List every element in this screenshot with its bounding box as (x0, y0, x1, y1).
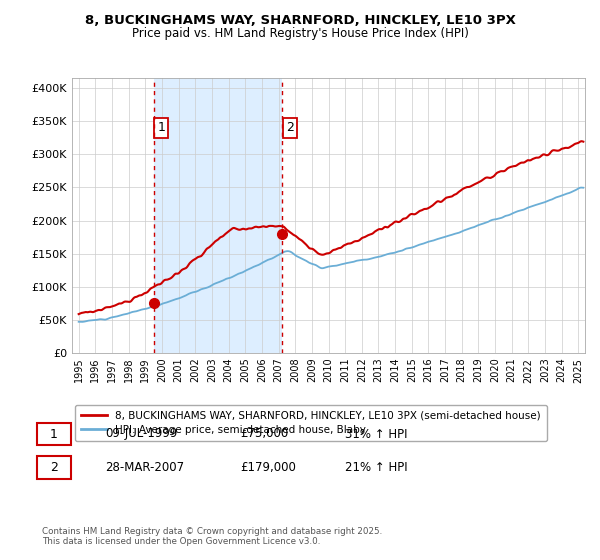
Text: 1: 1 (157, 122, 165, 134)
Text: Contains HM Land Registry data © Crown copyright and database right 2025.
This d: Contains HM Land Registry data © Crown c… (42, 526, 382, 546)
Text: £179,000: £179,000 (240, 461, 296, 474)
Text: 28-MAR-2007: 28-MAR-2007 (105, 461, 184, 474)
Text: 2: 2 (50, 461, 58, 474)
Text: 8, BUCKINGHAMS WAY, SHARNFORD, HINCKLEY, LE10 3PX: 8, BUCKINGHAMS WAY, SHARNFORD, HINCKLEY,… (85, 14, 515, 27)
Text: 21% ↑ HPI: 21% ↑ HPI (345, 461, 407, 474)
Text: 31% ↑ HPI: 31% ↑ HPI (345, 427, 407, 441)
Legend: 8, BUCKINGHAMS WAY, SHARNFORD, HINCKLEY, LE10 3PX (semi-detached house), HPI: Av: 8, BUCKINGHAMS WAY, SHARNFORD, HINCKLEY,… (74, 405, 547, 441)
Text: £75,000: £75,000 (240, 427, 288, 441)
Bar (154, 78, 283, 353)
Text: 1: 1 (50, 427, 58, 441)
Text: Price paid vs. HM Land Registry's House Price Index (HPI): Price paid vs. HM Land Registry's House … (131, 27, 469, 40)
Text: 2: 2 (286, 122, 293, 134)
Text: 09-JUL-1999: 09-JUL-1999 (105, 427, 178, 441)
